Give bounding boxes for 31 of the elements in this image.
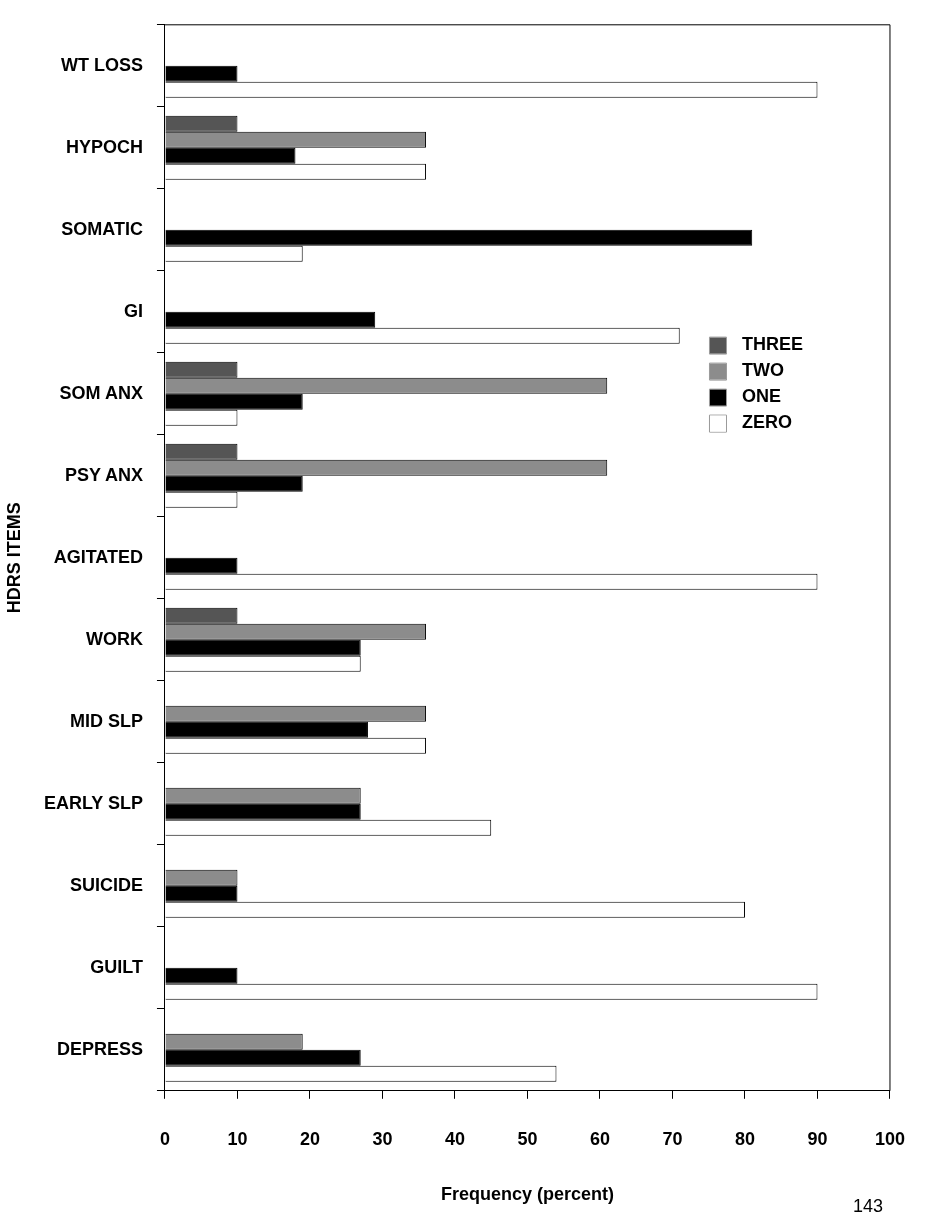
- y-tick-label: SOM ANX: [59, 382, 143, 403]
- legend-label: THREE: [741, 333, 803, 354]
- x-tick-label: 30: [372, 1128, 393, 1149]
- legend-label: ZERO: [741, 411, 792, 432]
- x-tick-label: 90: [807, 1128, 828, 1149]
- x-axis-title: Frequency (percent): [440, 1184, 614, 1205]
- y-tick-label: SUICIDE: [69, 874, 143, 895]
- y-tick-label: AGITATED: [53, 546, 143, 567]
- legend-label: ONE: [741, 385, 781, 406]
- x-tick-label: 80: [734, 1128, 755, 1149]
- text: 143: [852, 1196, 883, 1217]
- x-tick-label: 0: [159, 1128, 170, 1149]
- x-tick-label: 100: [874, 1128, 906, 1149]
- x-tick-label: 10: [227, 1128, 248, 1149]
- y-tick-label: WORK: [85, 628, 143, 649]
- y-tick-label: GUILT: [90, 956, 143, 977]
- y-tick-label: MID SLP: [69, 710, 143, 731]
- y-tick-label: GI: [123, 300, 143, 321]
- y-tick-label: DEPRESS: [56, 1038, 143, 1059]
- x-tick-label: 20: [299, 1128, 320, 1149]
- y-tick-label: EARLY SLP: [43, 792, 143, 813]
- y-tick-label: WT LOSS: [60, 54, 143, 75]
- y-tick-label: PSY ANX: [64, 464, 143, 485]
- x-tick-label: 60: [589, 1128, 610, 1149]
- y-tick-label: HYPOCH: [65, 136, 143, 157]
- legend-label: TWO: [741, 359, 784, 380]
- y-tick-label: SOMATIC: [61, 218, 143, 239]
- y-axis-title: HDRS ITEMS: [3, 502, 24, 614]
- x-tick-label: 40: [444, 1128, 465, 1149]
- x-tick-label: 70: [662, 1128, 683, 1149]
- x-tick-label: 50: [517, 1128, 538, 1149]
